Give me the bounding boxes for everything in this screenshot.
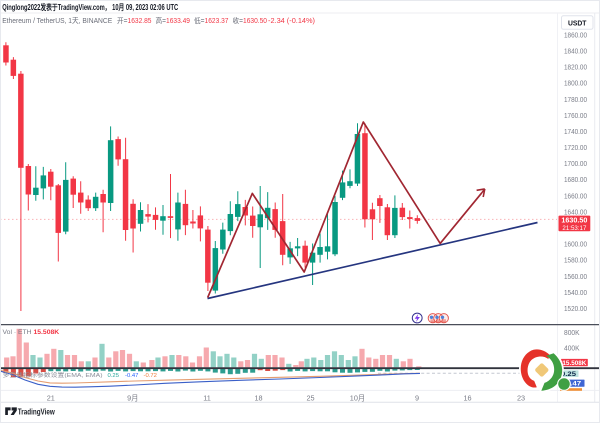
svg-text:0.25: 0.25 xyxy=(561,371,577,378)
svg-text:1680.00: 1680.00 xyxy=(564,175,587,184)
svg-text:1700.00: 1700.00 xyxy=(564,159,587,168)
svg-text:15.508K: 15.508K xyxy=(562,360,586,367)
svg-text:1520.00: 1520.00 xyxy=(564,304,587,313)
svg-text:Vol · ETH 15.508K: Vol · ETH 15.508K xyxy=(3,329,60,336)
svg-text:1640.00: 1640.00 xyxy=(564,207,587,216)
svg-text:9月: 9月 xyxy=(127,393,138,402)
svg-text:USDT: USDT xyxy=(568,19,587,28)
svg-text:21:53:17: 21:53:17 xyxy=(562,225,586,232)
svg-text:1760.00: 1760.00 xyxy=(564,111,587,120)
svg-text:-0.47: -0.47 xyxy=(563,380,582,387)
svg-text:多空线指标参数设置(EMA, EMA): 多空线指标参数设置(EMA, EMA) xyxy=(3,371,103,379)
svg-text:1720.00: 1720.00 xyxy=(564,143,587,152)
svg-text:高=1633.49: 高=1633.49 xyxy=(156,16,191,25)
svg-text:1630.50: 1630.50 xyxy=(561,218,587,225)
svg-text:Qinglong2022发表于TradingView.com: Qinglong2022发表于TradingView.com， 10月 09, … xyxy=(2,2,178,12)
svg-text:1580.00: 1580.00 xyxy=(564,256,587,265)
svg-text:18: 18 xyxy=(254,393,262,402)
svg-text:Ethereum / TetherUS, 1天, BINAN: Ethereum / TetherUS, 1天, BINANCE xyxy=(2,16,112,25)
svg-text:开=1632.85: 开=1632.85 xyxy=(117,17,152,25)
svg-text:400K: 400K xyxy=(564,344,580,353)
svg-text:25: 25 xyxy=(306,393,314,402)
svg-text:低=1623.37: 低=1623.37 xyxy=(194,16,229,25)
svg-text:1600.00: 1600.00 xyxy=(564,240,587,249)
svg-text:收=1630.50: 收=1630.50 xyxy=(233,16,268,25)
svg-text:1800.00: 1800.00 xyxy=(564,79,587,88)
svg-text:9: 9 xyxy=(415,393,419,402)
svg-text:11: 11 xyxy=(203,393,211,402)
svg-text:23: 23 xyxy=(517,393,525,402)
svg-text:-0.47: -0.47 xyxy=(125,373,138,379)
svg-text:10月: 10月 xyxy=(350,393,365,402)
svg-text:16: 16 xyxy=(463,393,471,402)
svg-text:1780.00: 1780.00 xyxy=(564,95,587,104)
svg-text:1540.00: 1540.00 xyxy=(564,288,587,297)
svg-text:1820.00: 1820.00 xyxy=(564,63,587,72)
svg-text:1740.00: 1740.00 xyxy=(564,127,587,136)
svg-text:21: 21 xyxy=(47,393,55,402)
svg-text:1660.00: 1660.00 xyxy=(564,191,587,200)
svg-text:TradingView: TradingView xyxy=(18,407,55,417)
svg-text:800K: 800K xyxy=(564,328,580,337)
svg-text:-0.72: -0.72 xyxy=(144,373,157,379)
svg-text:1840.00: 1840.00 xyxy=(564,47,587,56)
svg-text:0.25: 0.25 xyxy=(108,373,120,379)
svg-text:1560.00: 1560.00 xyxy=(564,272,587,281)
svg-text:1860.00: 1860.00 xyxy=(564,30,587,39)
svg-text:-2.34 (-0.14%): -2.34 (-0.14%) xyxy=(268,16,315,25)
